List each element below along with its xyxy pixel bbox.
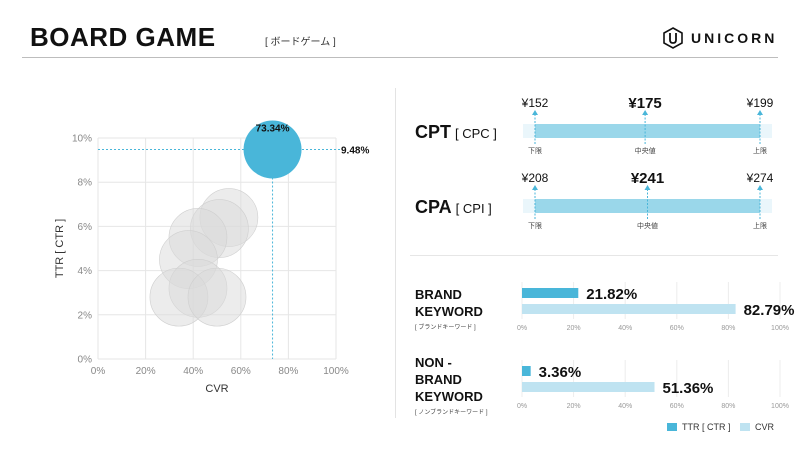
- non-brand-x-tick-label: 60%: [670, 403, 684, 410]
- x-tick-label: 100%: [323, 366, 349, 377]
- brand-x-tick-label: 20%: [567, 325, 581, 332]
- y-tick-label: 2%: [78, 310, 93, 321]
- cpt-median-value-label: ¥175: [628, 95, 661, 112]
- cpt-range-chart: ¥152 下限 ¥175 中央値 ¥199 上限: [521, 95, 774, 155]
- brand-x-tick-label: 60%: [670, 325, 684, 332]
- brand-cvr-bar: [522, 304, 736, 314]
- cpa-median-arrow: [644, 185, 651, 190]
- cpa-name: CPA: [415, 197, 452, 217]
- non-brand-label-line-1: NON -: [415, 355, 452, 370]
- brand-x-tick-label: 40%: [618, 325, 632, 332]
- cpa-metric-label: CPA[ CPI ]: [415, 197, 492, 218]
- cpt-median-caption: 中央値: [635, 146, 656, 155]
- x-tick-label: 60%: [231, 366, 251, 377]
- non-brand-x-tick-label: 0%: [517, 403, 527, 410]
- x-tick-label: 20%: [136, 366, 156, 377]
- y-tick-label: 10%: [72, 134, 92, 145]
- non-brand-cvr-bar: [522, 382, 655, 392]
- highlight-x-value-label: 73.34%: [256, 123, 290, 134]
- brand-label-sub: [ ブランドキーワード ]: [415, 325, 476, 331]
- non-brand-x-tick-label: 80%: [721, 403, 735, 410]
- y-tick-label: 0%: [78, 355, 93, 366]
- cpt-metric-label: CPT [ CPC ]: [415, 122, 497, 143]
- cpa-range-pad-right: [760, 199, 772, 213]
- highlight-bubble: [243, 120, 302, 179]
- cpa-range-chart: ¥208 下限 ¥241 中央値 ¥274 上限: [521, 170, 774, 230]
- cpa-range-pad-left: [523, 199, 535, 213]
- bubble-chart: 0% 20% 40% 60% 80% 100% 0% 2% 4% 6% 8% 10% CVR TTR [ …: [54, 120, 369, 395]
- cpt-median-arrow: [642, 110, 649, 115]
- x-tick-label: 0%: [91, 366, 106, 377]
- cpt-max-arrow: [757, 110, 763, 115]
- page-title: BOARD GAME: [30, 22, 216, 52]
- brand-x-tick-label: 80%: [721, 325, 735, 332]
- brand-keyword-bar-chart: 0% 20% 40% 60% 80% 100% 21.82% 82.79%: [517, 282, 795, 332]
- y-axis-label: TTR [ CTR ]: [54, 219, 66, 278]
- non-brand-keyword-label: NON - BRAND KEYWORD [ ノンブランドキーワード ]: [415, 354, 488, 416]
- non-brand-keyword-bar-chart: 0% 20% 40% 60% 80% 100% 3.36% 51.36%: [517, 360, 789, 410]
- page-subtitle: [ ボードゲーム ]: [265, 37, 336, 48]
- non-brand-label-line-2: BRAND: [415, 372, 462, 387]
- right-panel-divider: [410, 255, 778, 256]
- legend-cvr: CVR: [740, 422, 774, 432]
- brand-label-line-2: KEYWORD: [415, 304, 483, 319]
- brand-x-tick-label: 0%: [517, 325, 527, 332]
- cpt-max-value-label: ¥199: [746, 96, 774, 110]
- legend-ttr-label: TTR [ CTR ]: [682, 422, 731, 432]
- cpt-sub: [ CPC ]: [455, 126, 497, 141]
- brand-cvr-value-label: 82.79%: [744, 302, 795, 319]
- cpt-range-bar: [535, 124, 760, 138]
- cpt-name: CPT: [415, 122, 451, 142]
- cpa-min-arrow: [532, 185, 538, 190]
- y-tick-label: 8%: [78, 178, 93, 189]
- cpt-range-pad-left: [523, 124, 535, 138]
- cpa-min-value-label: ¥208: [521, 171, 549, 185]
- cpa-sub: [ CPI ]: [455, 201, 492, 216]
- cpt-range-pad-right: [760, 124, 772, 138]
- brand-ttr-value-label: 21.82%: [586, 286, 637, 303]
- background-bubble: [187, 267, 247, 327]
- legend-ttr: TTR [ CTR ]: [667, 422, 731, 432]
- cpt-min-arrow: [532, 110, 538, 115]
- x-tick-label: 40%: [183, 366, 203, 377]
- x-tick-label: 80%: [278, 366, 298, 377]
- cpa-min-caption: 下限: [528, 221, 542, 230]
- cpa-median-caption: 中央値: [637, 221, 658, 230]
- non-brand-x-tick-label: 40%: [618, 403, 632, 410]
- legend-ttr-swatch: [667, 423, 677, 431]
- brand-ttr-bar: [522, 288, 579, 298]
- x-axis-label: CVR: [205, 383, 228, 395]
- non-brand-x-tick-label: 20%: [567, 403, 581, 410]
- non-brand-label-sub: [ ノンブランドキーワード ]: [415, 410, 488, 416]
- y-tick-label: 4%: [78, 266, 93, 277]
- cpa-max-arrow: [757, 185, 763, 190]
- non-brand-ttr-bar: [522, 366, 531, 376]
- header-divider: [22, 57, 778, 58]
- cpt-min-caption: 下限: [528, 146, 542, 155]
- cpt-max-caption: 上限: [753, 146, 767, 155]
- legend-cvr-swatch: [740, 423, 750, 431]
- cpa-max-value-label: ¥274: [746, 171, 774, 185]
- brand-keyword-label: BRAND KEYWORD [ ブランドキーワード ]: [415, 286, 483, 331]
- non-brand-ttr-value-label: 3.36%: [539, 364, 582, 381]
- y-tick-label: 6%: [78, 222, 93, 233]
- unicorn-logo-icon: [663, 27, 683, 49]
- brand-x-tick-label: 100%: [771, 325, 789, 332]
- logo-text: UNICORN: [691, 30, 778, 46]
- cpa-median-value-label: ¥241: [631, 170, 664, 187]
- highlight-y-value-label: 9.48%: [341, 145, 369, 156]
- cpa-range-bar: [535, 199, 760, 213]
- non-brand-x-tick-label: 100%: [771, 403, 789, 410]
- legend-cvr-label: CVR: [755, 422, 775, 432]
- section-divider: [395, 88, 396, 418]
- cpt-min-value-label: ¥152: [521, 96, 549, 110]
- cpa-max-caption: 上限: [753, 221, 767, 230]
- non-brand-cvr-value-label: 51.36%: [663, 380, 714, 397]
- brand-label-line-1: BRAND: [415, 287, 462, 302]
- non-brand-label-line-3: KEYWORD: [415, 389, 483, 404]
- brand-logo: UNICORN: [663, 27, 777, 49]
